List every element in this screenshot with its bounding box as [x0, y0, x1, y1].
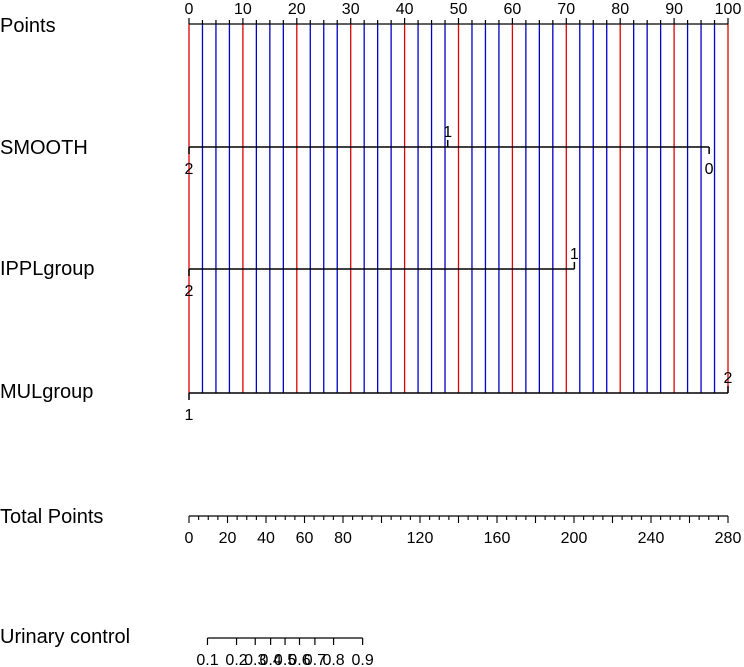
urinary-control-tick-label: 0.5 [274, 652, 296, 667]
total-points-tick-label: 200 [561, 530, 588, 547]
total-points-tick-label: 240 [638, 530, 665, 547]
variable-axis-mulgroup: MULgroup 1 2 [0, 370, 733, 424]
points-tick-label: 40 [396, 1, 414, 18]
points-axis-label: Points [0, 15, 56, 37]
urinary-control-tick-label: 0.1 [196, 652, 218, 667]
urinary-control-tick-label: 0.9 [352, 652, 374, 667]
urinary-control-tick-label: 0.6 [288, 652, 310, 667]
variable-axis-smooth: SMOOTH 2 1 0 [0, 124, 714, 178]
urinary-control-axis: Urinary control 0.1 0.20.30.40.50.60.70.8… [0, 626, 374, 667]
variable-axis-ipplgroup: IPPLgroup 2 1 [0, 246, 579, 300]
variable-label: SMOOTH [0, 137, 88, 159]
points-tick-label: 20 [288, 1, 306, 18]
level-label: 2 [185, 283, 194, 300]
total-points-tick-label: 80 [334, 530, 352, 547]
urinary-control-tick-label: 0.4 [259, 652, 281, 667]
variable-label: IPPLgroup [0, 258, 95, 280]
urinary-control-tick-label: 0.2 [225, 652, 247, 667]
total-points-tick-label: 20 [219, 530, 237, 547]
total-points-tick-label: 60 [296, 530, 314, 547]
points-tick-label: 70 [557, 1, 575, 18]
level-label: 0 [705, 161, 714, 178]
level-label: 1 [443, 124, 452, 141]
variable-label: MULgroup [0, 381, 93, 403]
total-points-tick-label: 0 [185, 530, 194, 547]
urinary-control-tick-label: 0.7 [304, 652, 326, 667]
total-points-tick-label: 120 [407, 530, 434, 547]
reference-lines [188, 24, 729, 393]
points-tick-label: 100 [715, 1, 742, 18]
total-points-tick-label: 40 [257, 530, 275, 547]
urinary-control-tick-label: 0.3 [244, 652, 266, 667]
points-tick-label: 30 [342, 1, 360, 18]
points-tick-label: 90 [665, 1, 683, 18]
total-points-tick-label: 280 [715, 530, 742, 547]
points-tick-label: 10 [234, 1, 252, 18]
urinary-control-tick-label: 0.8 [322, 652, 344, 667]
points-tick-label: 0 [185, 1, 194, 18]
level-label: 1 [570, 246, 579, 263]
total-points-axis-label: Total Points [0, 506, 103, 528]
points-tick-label: 80 [611, 1, 629, 18]
points-tick-label: 60 [504, 1, 522, 18]
total-points-axis: Total Points 0 20 40 60 80 120 160 200 240 280 [0, 506, 741, 547]
points-tick-label: 50 [450, 1, 468, 18]
level-label: 2 [724, 370, 733, 387]
variable-axes: SMOOTH 2 1 0 IPPLgroup 2 1 MULgroup 1 2 [0, 124, 733, 424]
level-label: 2 [185, 161, 194, 178]
level-label: 1 [185, 407, 194, 424]
total-points-tick-label: 160 [484, 530, 511, 547]
urinary-control-axis-label: Urinary control [0, 626, 130, 648]
points-axis: Points 0 10 20 30 40 50 60 70 80 90 100 [0, 1, 741, 37]
